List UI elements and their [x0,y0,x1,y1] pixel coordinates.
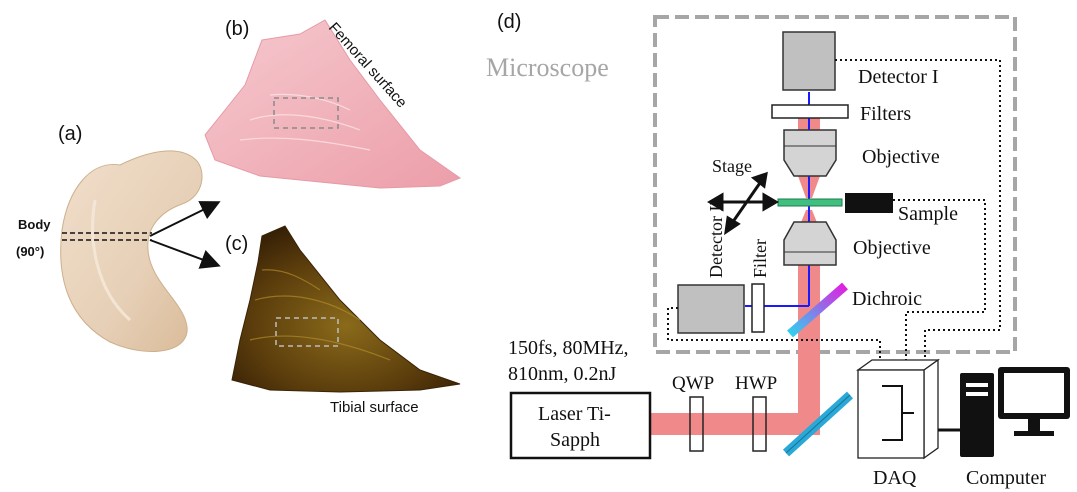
panel-d-label: (d) [497,11,521,33]
computer-label: Computer [966,467,1046,489]
dichroic-mirror [787,282,848,338]
laser-specs-line2: 810nm, 0.2nJ [508,363,617,385]
stage-label: Stage [712,156,752,176]
panel-b: (b) Femoral surface [204,18,462,189]
body-angle-label: (90°) [16,244,44,259]
sample-label: Sample [898,203,958,225]
hwp-label: HWP [735,373,777,394]
femoral-tissue-image [204,19,462,189]
stage-arrows-icon [707,171,779,236]
objective-bottom [783,221,837,266]
detector-2-filter [751,283,765,333]
daq-box [855,358,941,460]
arrow-to-tibial [149,239,221,269]
objective-top [783,129,837,177]
microscope-label: Microscope [486,53,609,82]
femoral-roi-box [273,97,339,129]
daq-label: DAQ [873,467,917,489]
tibial-tissue-image [231,225,461,393]
filter-label: Filter [750,239,770,278]
panel-a: (a) Body (90°) [16,123,221,353]
arrow-to-femoral [149,201,221,237]
sample-holder [845,193,893,213]
quarter-wave-plate [689,396,704,452]
laser-source [509,391,652,460]
laser-specs-line1: 150fs, 80MHz, [508,337,629,359]
filters [771,104,849,119]
laser-label-line2: Sapph [550,429,600,451]
panel-c: (c) Tibial surface [225,225,461,416]
panel-c-label: (c) [225,233,248,255]
laser-label-line1: Laser Ti- [538,403,611,425]
dichroic-label: Dichroic [852,288,922,310]
tibial-surface-label: Tibial surface [330,399,419,416]
objective-top-label: Objective [862,146,940,168]
filters-label: Filters [860,103,911,125]
computer-icon [960,367,1070,457]
body-label: Body [18,217,51,232]
objective-bottom-label: Objective [853,237,931,259]
signal-cables [667,59,1001,365]
detector-1 [782,31,836,91]
microscope-enclosure [653,15,1017,354]
tibial-roi-box [275,317,339,347]
panel-d: (d) Microscope Detector I Filters Object… [486,11,1070,489]
half-wave-plate [752,396,767,452]
panel-b-label: (b) [225,18,249,40]
qwp-label: QWP [672,373,714,394]
panel-a-label: (a) [58,123,82,145]
detector-2-label: Detector II [706,200,726,278]
detector-2 [677,284,745,334]
laser-beam-horizontal [650,413,820,435]
sample-slide [777,198,843,207]
detector-1-label: Detector I [858,66,939,88]
